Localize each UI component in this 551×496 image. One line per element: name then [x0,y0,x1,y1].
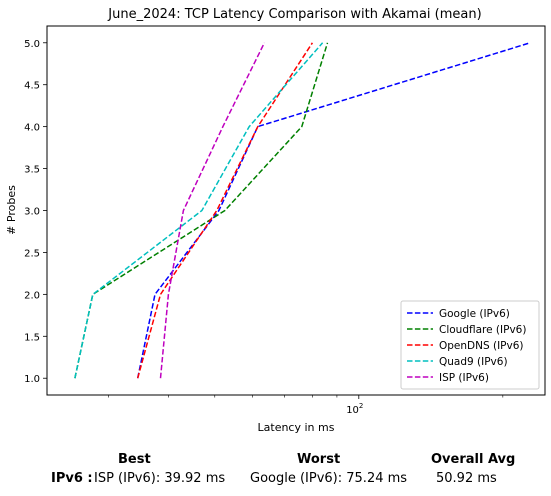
y-tick-label: 3.0 [24,207,40,218]
legend-label: Cloudflare (IPv6) [439,324,526,336]
y-tick-label: 2.0 [24,290,40,301]
overall-avg-value: 50.92 ms [436,471,497,486]
legend-label: ISP (IPv6) [439,372,489,384]
plot-area [74,42,531,379]
best-header: Best [118,452,151,467]
y-tick-label: 3.5 [24,165,40,176]
ipv6-row-label: IPv6 : [51,471,93,486]
y-tick-label: 1.0 [24,374,40,385]
series-line-1 [136,42,531,379]
y-tick-label: 2.5 [24,248,40,259]
series-line-4 [74,42,324,379]
latency-chart: June_2024: TCP Latency Comparison with A… [5,7,546,434]
worst-value: Google (IPv6): 75.24 ms [250,471,408,486]
series-line-3 [136,42,314,379]
y-axis-label: # Probes [5,185,18,235]
y-tick-label: 4.5 [24,81,40,92]
worst-header: Worst [297,452,341,467]
x-axis-label: Latency in ms [258,421,335,434]
best-value: ISP (IPv6): 39.92 ms [94,471,226,486]
legend: Google (IPv6) Cloudflare (IPv6) OpenDNS (I… [400,300,540,390]
chart-title: June_2024: TCP Latency Comparison with A… [107,7,481,22]
y-axis: 1.0 1.5 2.0 2.5 3.0 3.5 4.0 4.5 5.0 [24,39,47,385]
legend-box [400,300,540,390]
legend-label: OpenDNS (IPv6) [439,340,524,352]
y-tick-label: 1.5 [24,332,40,343]
y-tick-label: 4.0 [24,123,40,134]
legend-label: Quad9 (IPv6) [439,356,508,368]
series-line-5 [159,42,266,379]
x-tick-label: 102 [346,402,363,416]
overall-avg-header: Overall Avg [431,452,516,467]
x-axis: 102 [108,395,504,416]
y-tick-label: 5.0 [24,39,40,50]
legend-label: Google (IPv6) [439,308,510,320]
